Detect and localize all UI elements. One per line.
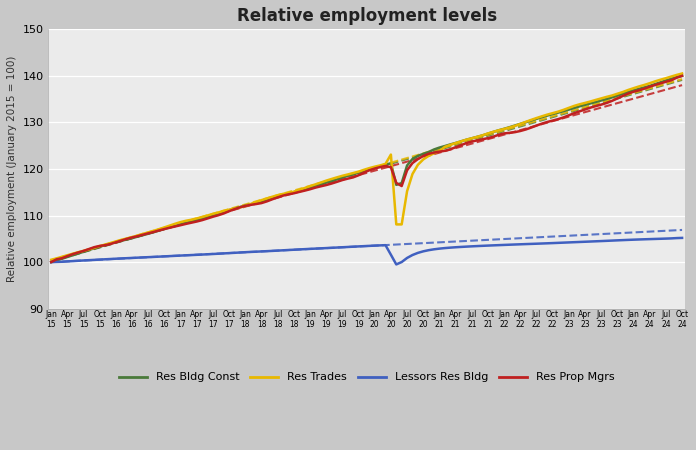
Legend: Res Bldg Const, Res Trades, Lessors Res Bldg, Res Prop Mgrs: Res Bldg Const, Res Trades, Lessors Res …	[115, 368, 619, 387]
Y-axis label: Relative employment (January 2015 = 100): Relative employment (January 2015 = 100)	[7, 56, 17, 282]
Title: Relative employment levels: Relative employment levels	[237, 7, 497, 25]
